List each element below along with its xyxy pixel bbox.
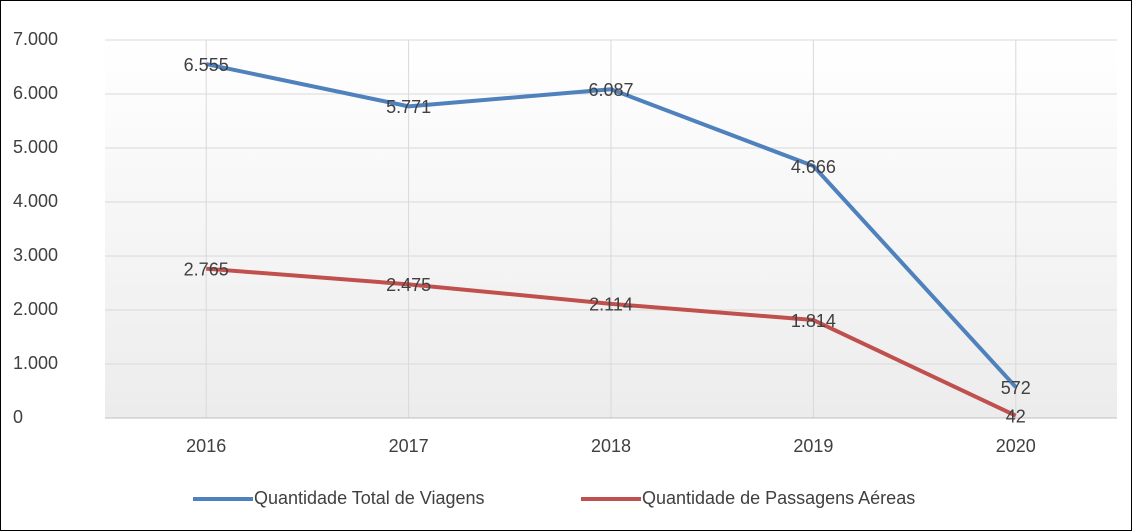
y-tick-label: 6.000 [13, 83, 58, 103]
data-label: 5.771 [386, 97, 431, 117]
legend-label: Quantidade de Passagens Aéreas [642, 488, 915, 508]
data-label: 42 [1006, 406, 1026, 426]
y-tick-label: 5.000 [13, 137, 58, 157]
series-line [205, 62, 1018, 389]
y-tick-label: 2.000 [13, 299, 58, 319]
data-label: 6.555 [184, 55, 229, 75]
x-tick-label: 2019 [793, 436, 833, 456]
y-tick-label: 1.000 [13, 353, 58, 373]
y-tick-label: 3.000 [13, 245, 58, 265]
legend-label: Quantidade Total de Viagens [254, 488, 485, 508]
x-tick-label: 2017 [389, 436, 429, 456]
x-tick-label: 2018 [591, 436, 631, 456]
data-label: 1.814 [791, 311, 836, 331]
data-label: 572 [1001, 378, 1031, 398]
data-label: 2.475 [386, 275, 431, 295]
data-label: 4.666 [791, 157, 836, 177]
x-tick-label: 2020 [996, 436, 1036, 456]
y-tick-label: 0 [13, 407, 23, 427]
data-label: 2.114 [589, 295, 633, 315]
y-tick-label: 7.000 [13, 29, 58, 49]
data-label: 2.765 [184, 259, 229, 279]
data-label: 6.087 [588, 80, 633, 100]
y-tick-label: 4.000 [13, 191, 58, 211]
series-line [206, 266, 1017, 418]
x-tick-label: 2016 [186, 436, 226, 456]
